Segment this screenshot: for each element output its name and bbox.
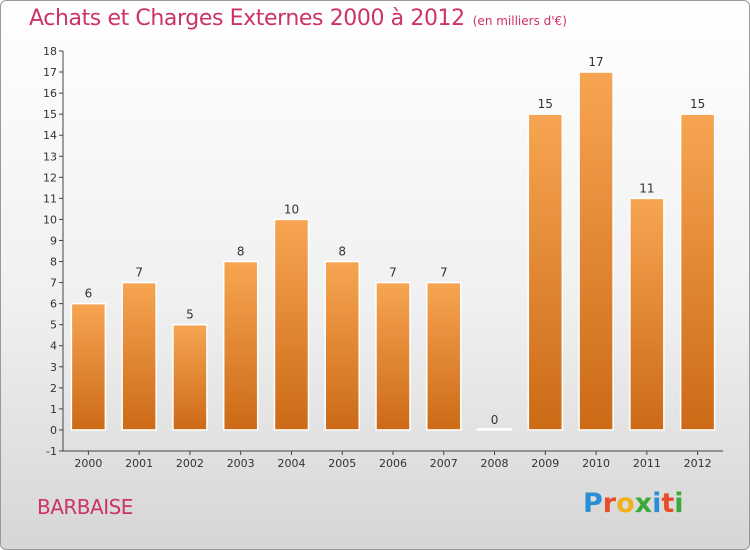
- bar-2004: [273, 218, 310, 431]
- data-label-2012: 15: [690, 97, 705, 111]
- bar-2012: [679, 113, 716, 431]
- bar-2005: [324, 260, 360, 431]
- y-tick-label: 14: [43, 129, 57, 142]
- bar-2010: [578, 71, 614, 431]
- y-tick-label: 15: [43, 108, 57, 121]
- y-tick-label: 6: [50, 298, 57, 311]
- x-tick-label: 2003: [227, 457, 255, 470]
- brand-letter: i: [652, 488, 662, 519]
- chart-title-text: Achats et Charges Externes 2000 à 2012: [29, 6, 465, 31]
- y-tick-label: 3: [50, 361, 57, 374]
- x-tick-label: 2007: [430, 457, 458, 470]
- x-tick-label: 2000: [74, 457, 102, 470]
- data-labels: 6 7 5 8 10 8 7 7 0 15 17 11 15: [85, 55, 706, 427]
- y-tick-label: 1: [50, 403, 57, 416]
- data-label-2006: 7: [389, 266, 397, 280]
- y-tick-label: 17: [43, 66, 57, 79]
- data-label-2000: 6: [85, 287, 93, 301]
- bars: [70, 71, 716, 431]
- bar-2009: [527, 113, 564, 431]
- y-tick-label: 11: [43, 192, 57, 205]
- y-tick-label: 18: [43, 45, 57, 58]
- data-label-2002: 5: [186, 308, 194, 322]
- brand-letter: x: [634, 488, 653, 519]
- y-tick-label: 7: [50, 277, 57, 290]
- data-label-2003: 8: [237, 245, 245, 259]
- y-tick-label: 5: [50, 319, 57, 332]
- y-tick-label: 0: [50, 424, 57, 437]
- y-tick-label: -1: [46, 445, 57, 458]
- x-tick-label: 2009: [531, 457, 559, 470]
- brand-letter: i: [674, 488, 684, 519]
- x-tick-label: 2011: [633, 457, 661, 470]
- y-tick-label: 9: [50, 234, 57, 247]
- x-tick-label: 2010: [582, 457, 610, 470]
- bar-2003: [222, 260, 259, 431]
- data-label-2004: 10: [284, 202, 299, 216]
- brand-letter: r: [602, 488, 617, 519]
- x-tick-label: 2012: [684, 457, 712, 470]
- bar-2007: [426, 281, 462, 431]
- y-tick-label: 2: [50, 382, 57, 395]
- data-label-2007: 7: [440, 266, 448, 280]
- bar-2000: [70, 302, 107, 431]
- bar-2008: [476, 428, 513, 431]
- data-label-2009: 15: [538, 97, 553, 111]
- proxiti-logo: Proxiti: [583, 488, 693, 528]
- bar-2001: [121, 281, 157, 431]
- data-label-2005: 8: [338, 245, 346, 259]
- y-tick-label: 10: [43, 213, 57, 226]
- data-label-2008: 0: [491, 413, 499, 427]
- data-label-2011: 11: [639, 181, 654, 195]
- bar-2006: [375, 281, 411, 431]
- commune-name: BARBAISE: [37, 495, 133, 519]
- brand-letter: o: [616, 488, 635, 519]
- x-tick-label: 2005: [328, 457, 356, 470]
- chart-unit: (en milliers d'€): [472, 14, 567, 28]
- x-tick-label: 2002: [176, 457, 204, 470]
- bar-2011: [629, 197, 665, 431]
- y-tick-label: 16: [43, 87, 57, 100]
- data-label-2010: 17: [588, 55, 603, 69]
- y-tick-label: 8: [50, 256, 57, 269]
- y-tick-label: 13: [43, 150, 57, 163]
- brand-letter: P: [583, 488, 603, 519]
- x-tick-label: 2004: [277, 457, 305, 470]
- bar-2002: [172, 323, 208, 431]
- y-tick-label: 12: [43, 171, 57, 184]
- x-tick-label: 2008: [481, 457, 509, 470]
- y-tick-label: 4: [50, 340, 57, 353]
- chart-title: Achats et Charges Externes 2000 à 2012 (e…: [29, 6, 567, 31]
- x-tick-label: 2006: [379, 457, 407, 470]
- x-tick-label: 2001: [125, 457, 153, 470]
- data-label-2001: 7: [135, 266, 143, 280]
- brand-letter: t: [661, 488, 675, 519]
